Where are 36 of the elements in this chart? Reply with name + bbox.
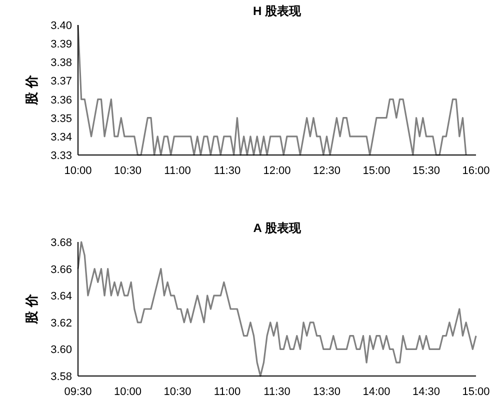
title: A 股表现 xyxy=(253,221,301,235)
xtick: 09:30 xyxy=(64,386,92,398)
xtick: 15:30 xyxy=(412,165,440,177)
xtick: 14:30 xyxy=(412,386,440,398)
xtick: 10:00 xyxy=(114,386,142,398)
xtick: 10:30 xyxy=(114,165,142,177)
xtick: 16:00 xyxy=(462,165,490,177)
xtick: 12:00 xyxy=(263,165,291,177)
title: H 股表现 xyxy=(253,4,301,18)
xtick: 11:30 xyxy=(264,386,290,398)
ytick: 3.34 xyxy=(50,131,72,144)
ytick: 3.66 xyxy=(50,264,72,276)
xtick: 13:30 xyxy=(312,386,341,398)
ytick: 3.64 xyxy=(50,290,72,303)
xtick: 11:30 xyxy=(214,165,241,177)
ytick: 3.35 xyxy=(50,112,72,125)
ytick: 3.40 xyxy=(50,20,72,32)
xtick: 10:30 xyxy=(164,386,192,398)
ytick: 3.62 xyxy=(50,317,72,330)
ytick: 3.39 xyxy=(50,38,72,51)
ytick: 3.68 xyxy=(50,237,72,249)
xtick: 11:00 xyxy=(214,386,241,398)
xtick: 15:00 xyxy=(362,165,390,177)
xtick: 14:00 xyxy=(362,386,390,398)
ytick: 3.60 xyxy=(50,344,72,356)
ytick: 3.36 xyxy=(50,94,72,106)
ytick: 3.33 xyxy=(50,150,72,162)
xtick: 10:00 xyxy=(64,165,92,177)
ytick: 3.37 xyxy=(50,76,72,88)
ytick: 3.58 xyxy=(50,371,72,383)
ylabel: 股 价 xyxy=(24,75,39,105)
ytick: 3.38 xyxy=(50,57,72,70)
xtick: 15:00 xyxy=(462,386,490,398)
ylabel: 股 价 xyxy=(24,294,39,324)
xtick: 11:00 xyxy=(164,165,191,177)
xtick: 12:30 xyxy=(312,165,341,177)
